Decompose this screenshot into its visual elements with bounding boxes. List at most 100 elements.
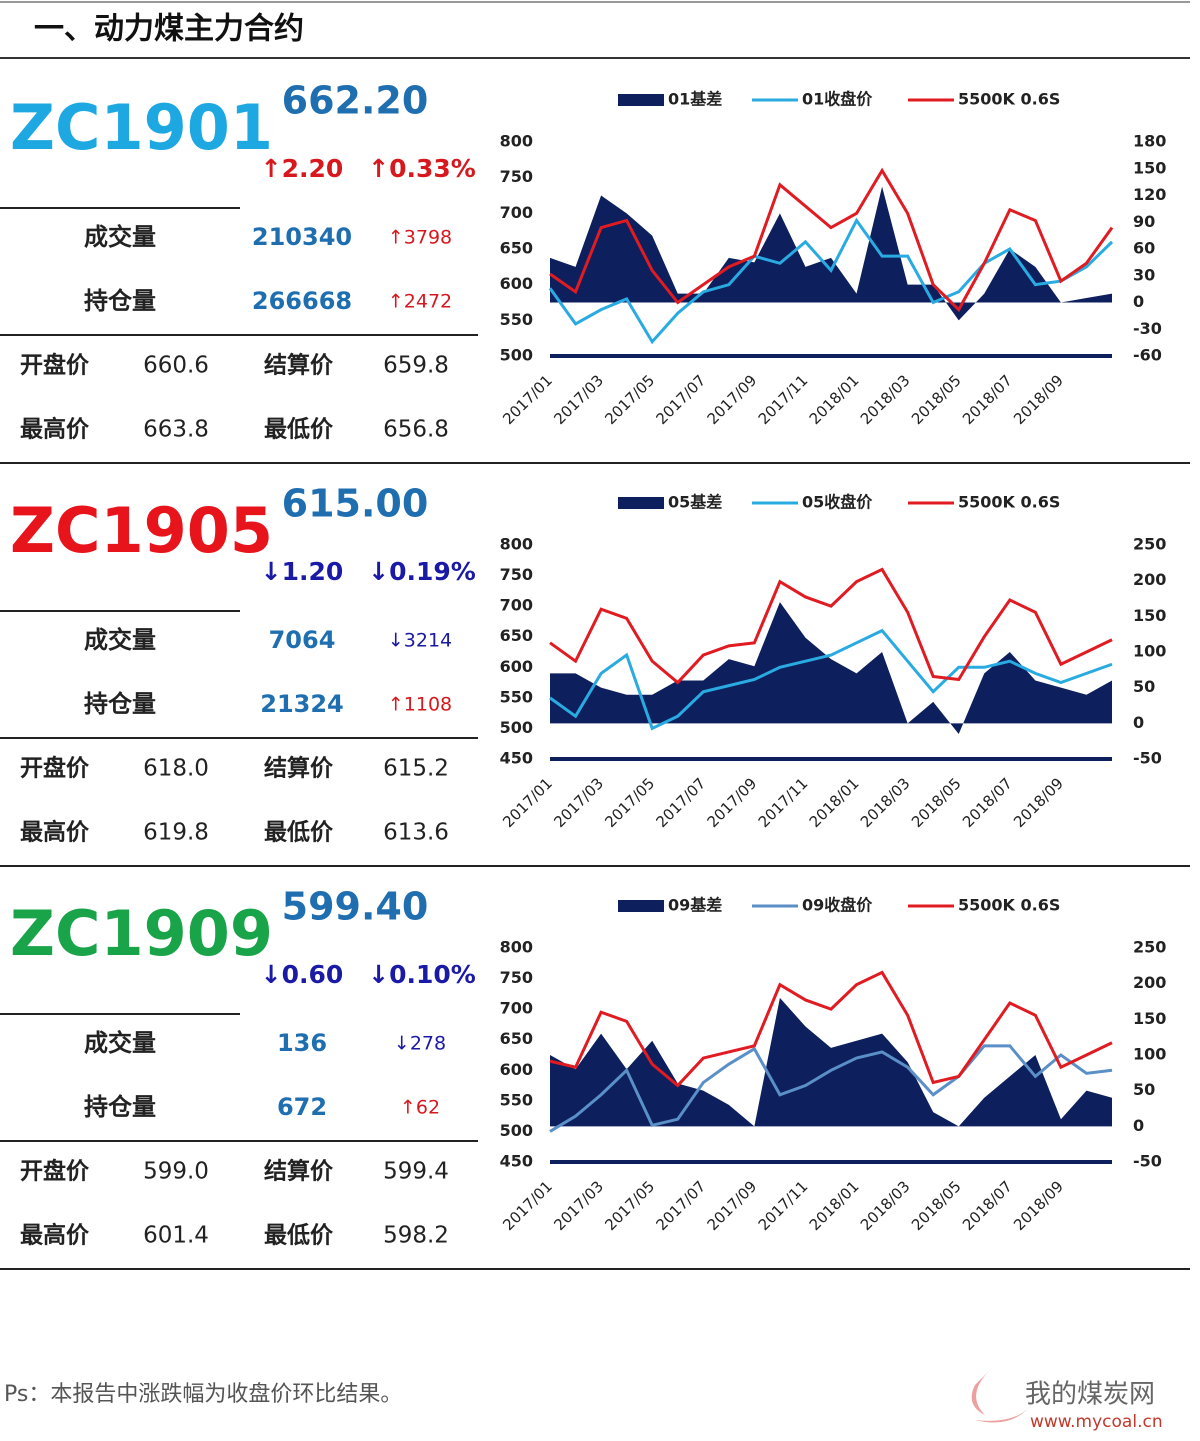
row-change: ↑3798 [388,227,452,249]
y2-tick-label: 200 [1133,973,1166,992]
y-tick-label: 750 [500,968,533,987]
y-tick-label: 550 [500,1090,533,1109]
x-tick-label: 2017/11 [755,774,812,831]
y-tick-label: 500 [500,346,533,365]
legend-label: 5500K 0.6S [958,896,1060,915]
price-change: ↓0.60 [261,960,344,989]
x-tick-label: 2018/09 [1010,774,1067,831]
y-tick-label: 600 [500,274,533,293]
y2-tick-label: -30 [1133,319,1162,338]
basis-area [550,602,1112,735]
y-tick-label: 550 [500,687,533,706]
y-tick-label: 650 [500,239,533,258]
legend-label: 01基差 [668,90,722,109]
x-tick-label: 2018/09 [1010,371,1067,428]
legend-label: 01收盘价 [802,90,873,109]
y2-tick-label: -50 [1133,1152,1162,1171]
last-price: 662.20 [282,79,429,123]
y2-tick-label: 50 [1133,1080,1155,1099]
y2-tick-label: 0 [1133,713,1144,732]
row-label: 最低价 [264,1223,334,1249]
x-tick-label: 2018/03 [857,371,914,428]
row-label: 最高价 [20,416,90,443]
row-value: 613.6 [383,820,449,846]
y2-tick-label: 30 [1133,265,1155,284]
series-line [549,167,1114,313]
row-label: 持仓量 [84,287,156,315]
y2-tick-label: 250 [1133,535,1166,554]
legend-swatch [618,497,664,509]
row-label: 持仓量 [84,690,156,718]
series-line [549,567,1113,685]
row-label: 最低价 [264,417,334,443]
x-tick-label: 2018/07 [959,371,1016,428]
price-change: ↑2.20 [261,154,344,183]
y2-tick-label: -60 [1133,346,1162,365]
x-tick-label: 2018/09 [1010,1177,1067,1234]
row-value: 656.8 [383,417,449,443]
x-tick-label: 2017/05 [601,371,658,428]
legend-label: 5500K 0.6S [958,90,1060,109]
row-change: ↑62 [400,1097,440,1119]
y-tick-label: 600 [500,1060,533,1079]
legend-swatch [618,900,664,912]
price-change-pct: ↓0.19% [368,557,476,586]
legend-label: 09收盘价 [802,896,873,915]
logo-text: 我的煤炭网 [1025,1380,1155,1410]
y2-tick-label: 250 [1133,938,1166,957]
row-value: 266668 [252,287,352,315]
row-value: 136 [277,1029,327,1057]
x-tick-label: 2017/07 [652,371,709,428]
y-tick-label: 450 [500,1152,533,1171]
row-label: 持仓量 [84,1093,156,1121]
row-change: ↓278 [394,1033,446,1055]
y2-tick-label: 90 [1133,212,1155,231]
legend-swatch [618,94,664,106]
x-tick-label: 2017/07 [652,774,709,831]
y-tick-label: 450 [500,749,533,768]
y-tick-label: 800 [500,535,533,554]
basis-area [550,186,1112,321]
x-tick-label: 2018/05 [908,774,965,831]
x-tick-label: 2018/01 [806,371,863,428]
y-tick-label: 500 [500,1121,533,1140]
x-tick-label: 2017/11 [755,1177,812,1234]
row-label: 成交量 [84,1029,156,1057]
series-line [549,970,1113,1088]
y-tick-label: 550 [500,310,533,329]
x-tick-label: 2018/07 [959,1177,1016,1234]
x-tick-label: 2018/05 [908,1177,965,1234]
x-tick-label: 2018/01 [806,774,863,831]
legend-label: 5500K 0.6S [958,493,1060,512]
row-value: 618.0 [143,756,209,782]
x-tick-label: 2018/03 [857,1177,914,1234]
row-change: ↑1108 [388,694,452,716]
y-tick-label: 700 [500,999,533,1018]
x-tick-label: 2017/01 [499,1177,556,1234]
x-tick-label: 2017/01 [499,774,556,831]
x-tick-label: 2018/05 [908,371,965,428]
footnote: Ps：本报告中涨跌幅为收盘价环比结果。 [4,1382,402,1407]
row-value: 619.8 [143,820,209,846]
x-tick-label: 2017/01 [499,371,556,428]
row-value: 599.4 [383,1159,449,1185]
y2-tick-label: -50 [1133,749,1162,768]
row-label: 开盘价 [20,755,90,782]
row-value: 663.8 [143,417,209,443]
row-label: 结算价 [264,1158,334,1185]
contract-code: ZC1905 [10,494,273,567]
last-price: 599.40 [282,885,429,929]
row-label: 成交量 [84,223,156,251]
contract-code: ZC1909 [10,897,273,970]
row-label: 最低价 [264,820,334,846]
row-label: 结算价 [264,352,334,379]
y-tick-label: 500 [500,718,533,737]
x-tick-label: 2017/09 [704,774,761,831]
price-change-pct: ↑0.33% [368,154,476,183]
row-value: 210340 [252,223,352,251]
y2-tick-label: 150 [1133,606,1166,625]
legend-label: 05基差 [668,493,722,512]
y-tick-label: 700 [500,203,533,222]
row-label: 成交量 [84,626,156,654]
